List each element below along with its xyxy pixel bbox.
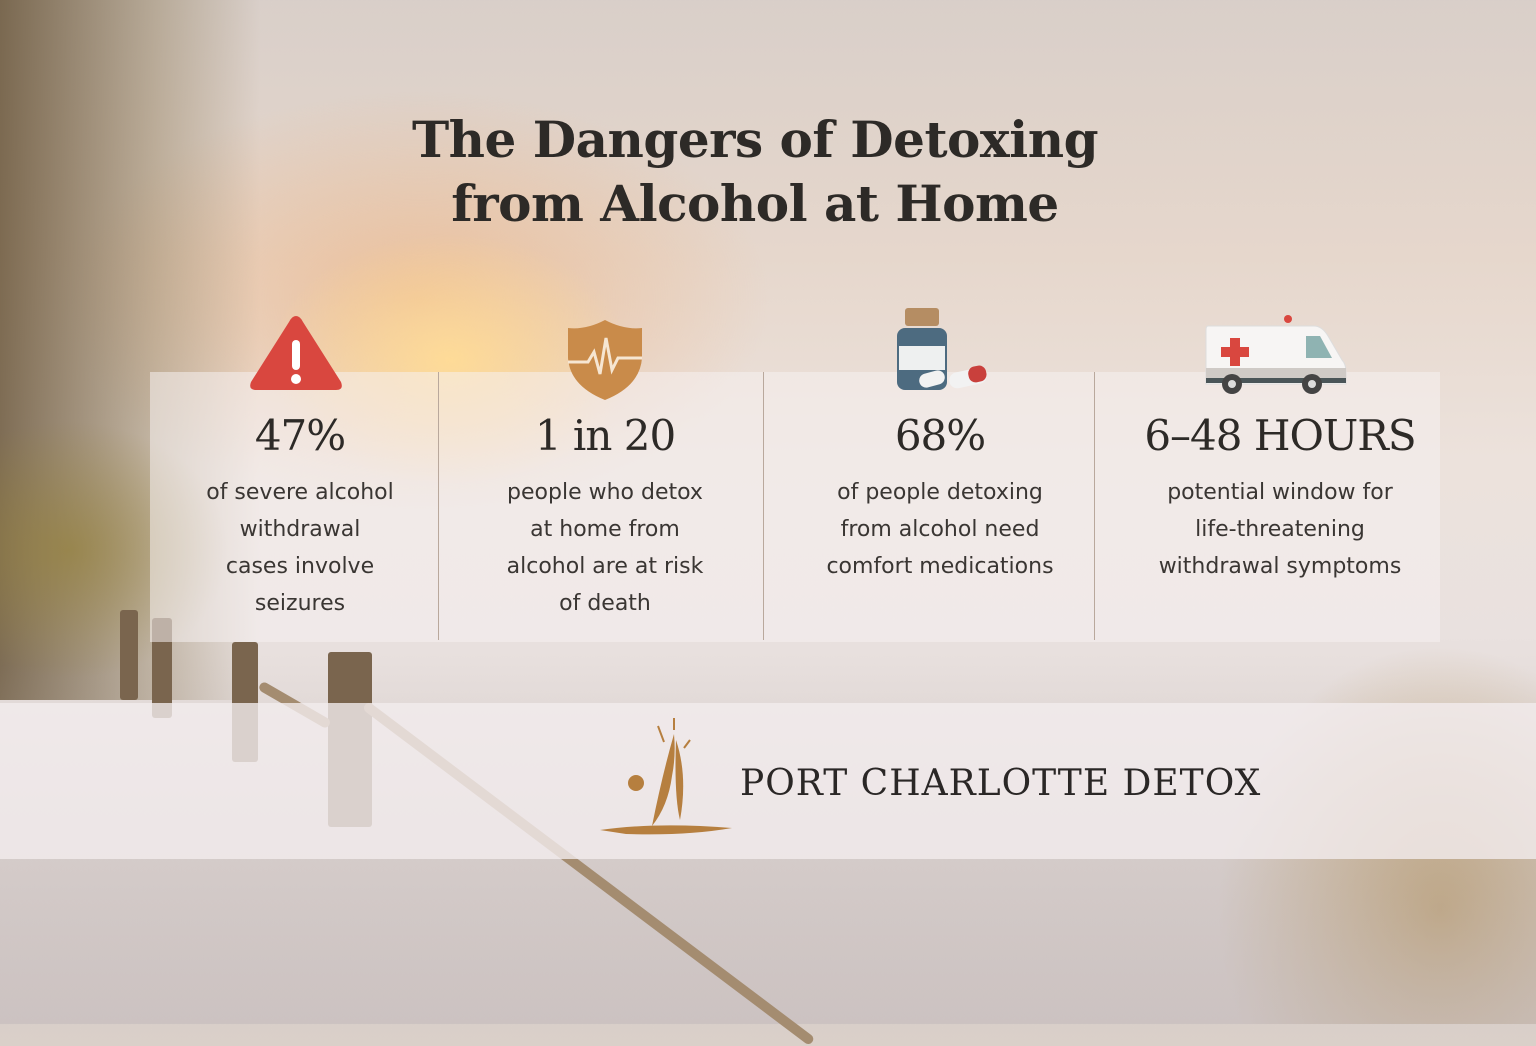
sailboat-sun-logo: [600, 718, 732, 835]
stat-value: 1 in 20: [534, 411, 676, 460]
stat-value: 47%: [254, 411, 346, 460]
stat-description: of severe alcohol withdrawal cases involv…: [206, 480, 394, 616]
stat-card-medications: 68% of people detoxing from alcohol need …: [790, 372, 1090, 642]
divider: [438, 372, 439, 640]
stat-card-withdrawal-window: 6–48 HOURS potential window for life-thre…: [1110, 372, 1450, 642]
stat-value: 68%: [894, 411, 986, 460]
stat-description: potential window for life-threatening wit…: [1158, 480, 1402, 579]
stats-panel: [150, 372, 1440, 642]
shield-heartbeat-icon: [568, 320, 642, 400]
brand-band: [0, 703, 1536, 859]
warning-triangle-icon: [250, 316, 342, 390]
brand-name: PORT CHARLOTTE DETOX: [740, 763, 1262, 804]
medicine-bottle-pills-icon: [897, 308, 987, 390]
page-title: The Dangers of Detoxing from Alcohol at …: [411, 110, 1099, 233]
ambulance-icon: [1205, 315, 1347, 394]
stat-card-seizures: 47% of severe alcohol withdrawal cases in…: [190, 372, 410, 642]
divider: [1094, 372, 1095, 640]
divider: [763, 372, 764, 640]
stat-description: people who detox at home from alcohol are…: [506, 480, 704, 616]
stat-value: 6–48 HOURS: [1144, 411, 1416, 460]
stat-card-death-risk: 1 in 20 people who detox at home from alc…: [470, 372, 740, 642]
stat-description: of people detoxing from alcohol need comf…: [826, 480, 1054, 579]
